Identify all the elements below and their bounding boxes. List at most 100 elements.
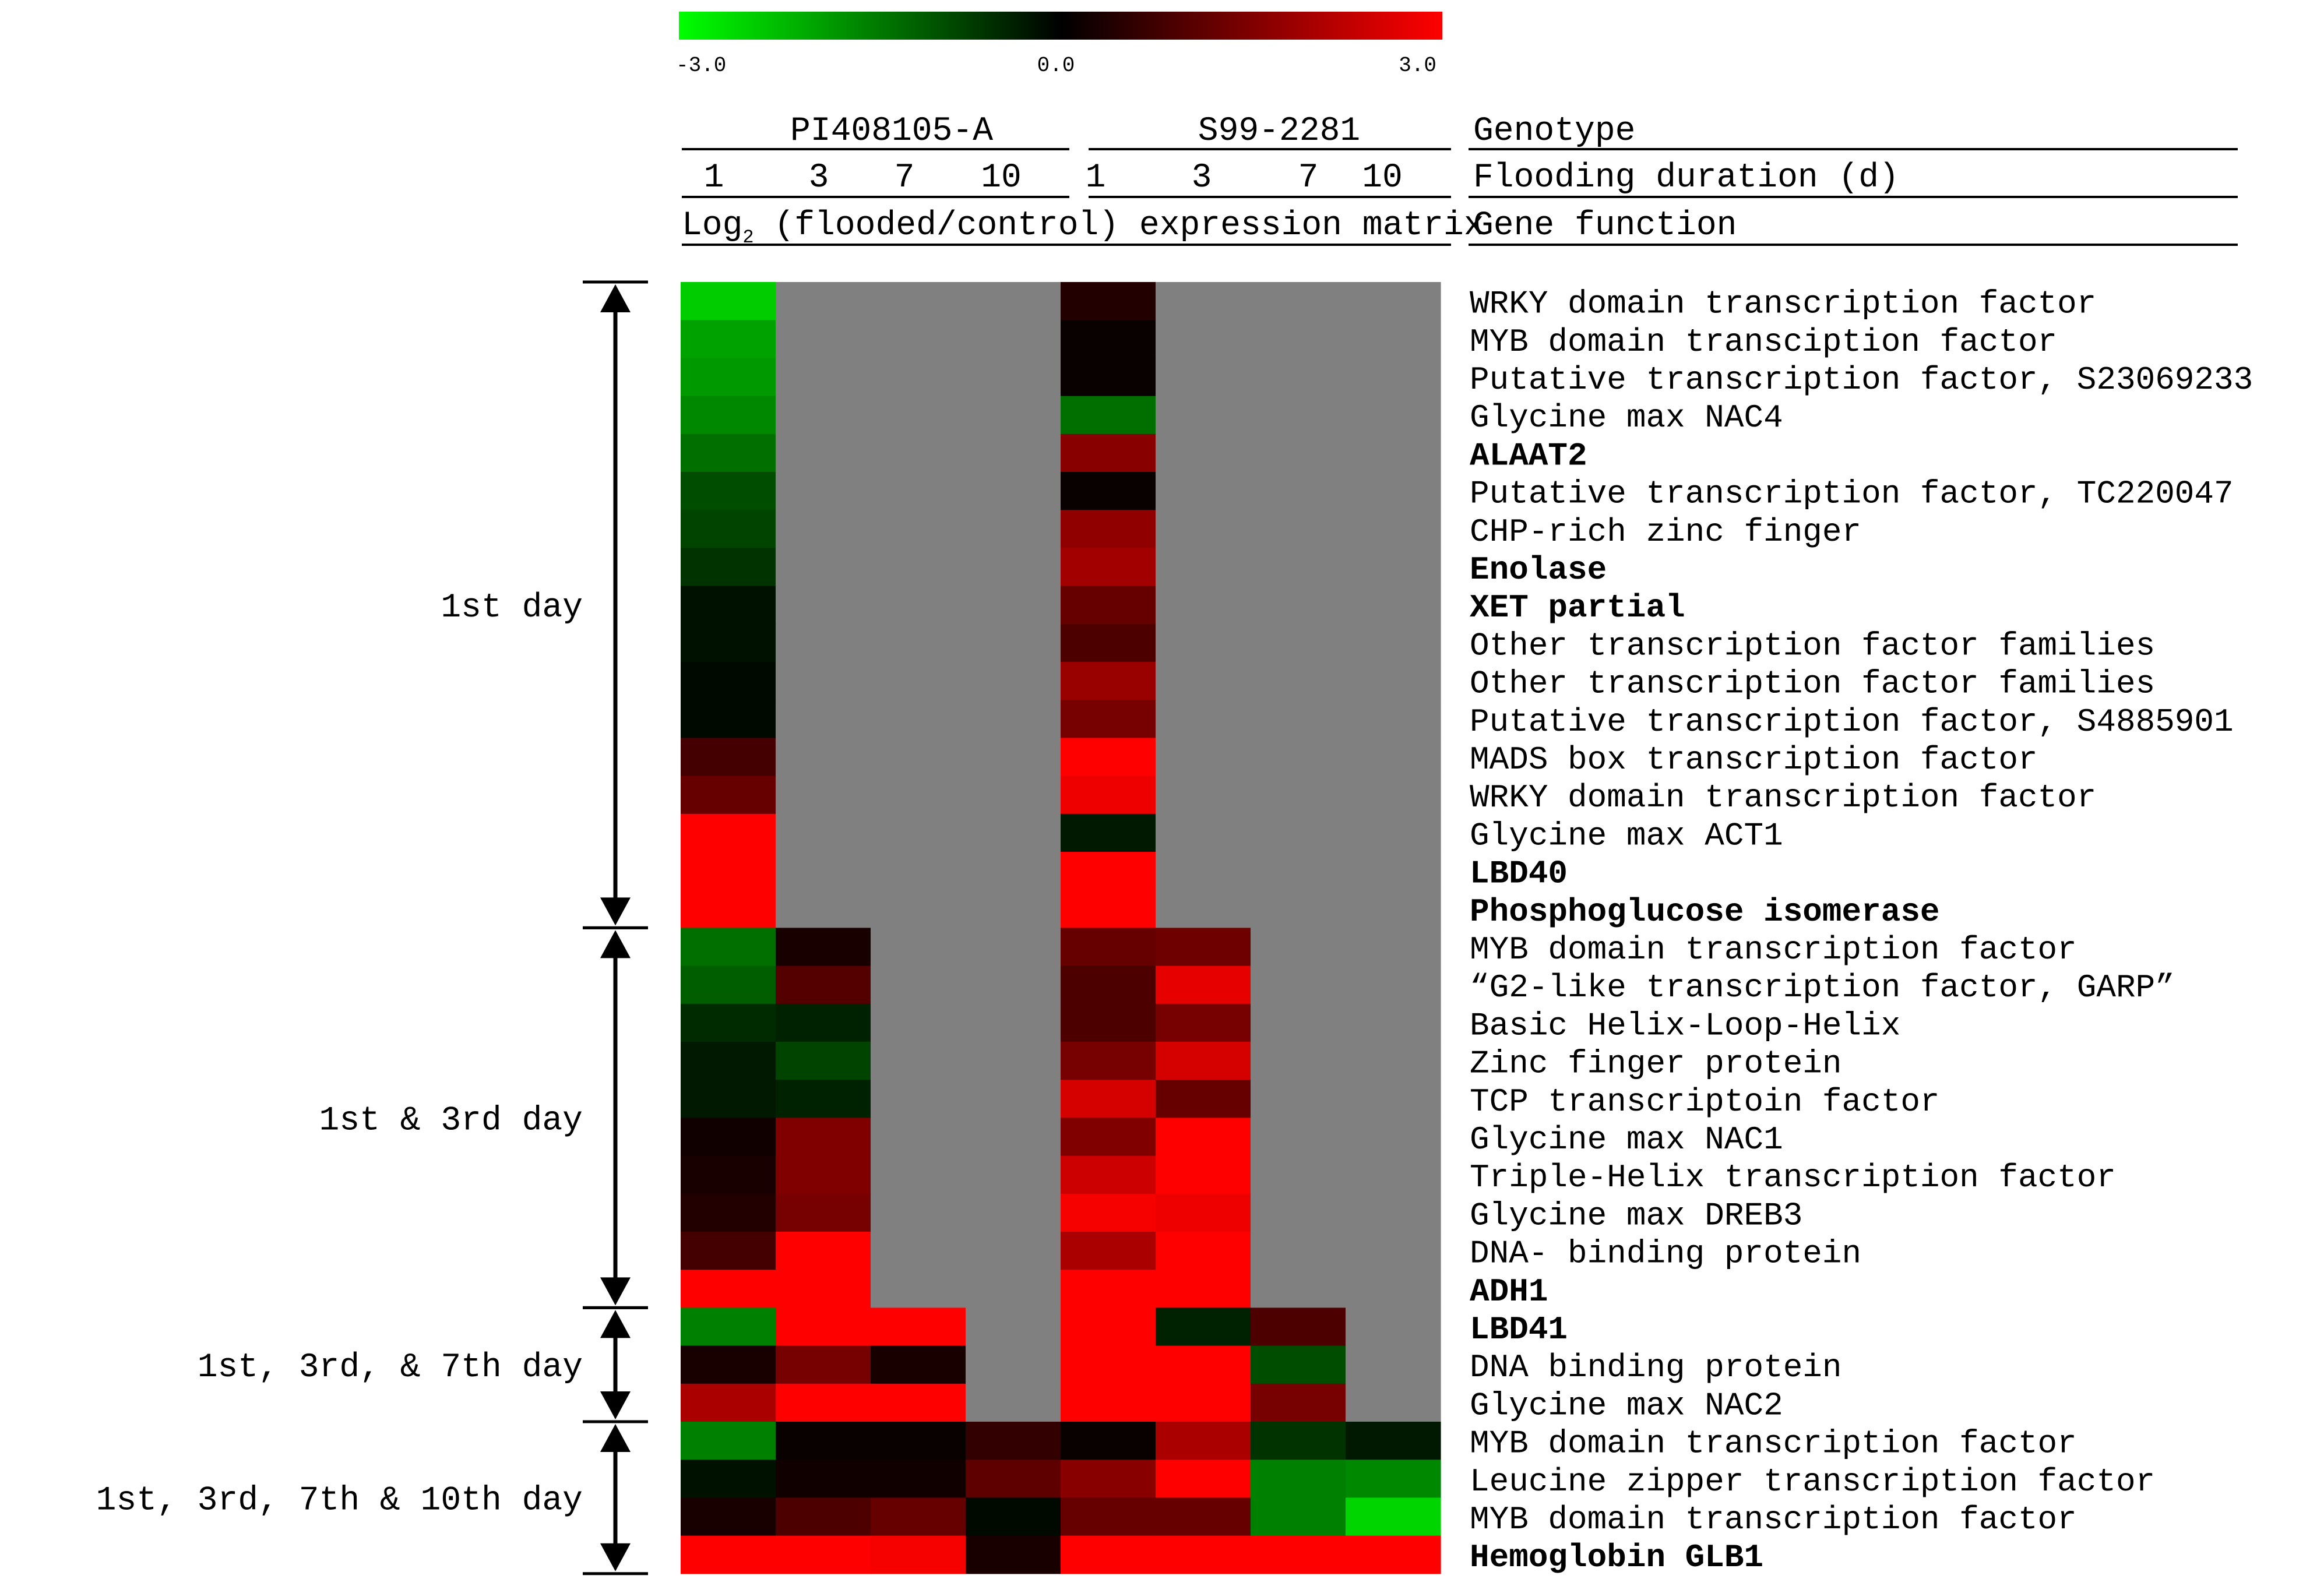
heatmap-cell-missing xyxy=(1156,510,1251,548)
heatmap-cell-missing xyxy=(966,1003,1061,1042)
heatmap-cell-missing xyxy=(1156,548,1251,587)
heatmap-cell xyxy=(681,852,776,890)
heatmap-cell-missing xyxy=(966,776,1061,815)
heatmap-cell xyxy=(776,965,871,1005)
heatmap-cell-missing xyxy=(966,1307,1061,1347)
duration-label: 7 xyxy=(895,159,915,197)
heatmap-cell-missing xyxy=(1251,738,1346,777)
heatmap-cell xyxy=(1251,1497,1346,1536)
heatmap-cell-missing xyxy=(1251,813,1346,852)
heatmap-cell xyxy=(776,1232,871,1270)
heatmap-cell-missing xyxy=(871,738,966,777)
gene-function-label: DNA- binding protein xyxy=(1470,1235,1861,1273)
heatmap-cell-missing xyxy=(776,320,871,358)
heatmap-cell xyxy=(1061,433,1156,473)
heatmap-cell-missing xyxy=(966,890,1061,928)
heatmap-cell xyxy=(1061,282,1156,320)
heatmap-cell xyxy=(776,1003,871,1042)
heatmap-cell-missing xyxy=(1346,433,1441,473)
arrowhead-down-icon xyxy=(600,1391,631,1419)
heatmap-cell-missing xyxy=(1251,1042,1346,1080)
heatmap-cell xyxy=(681,282,776,320)
heatmap-cell xyxy=(681,586,776,625)
heatmap-cell-missing xyxy=(1251,776,1346,815)
heatmap-cell xyxy=(1156,1270,1251,1308)
heatmap-cell xyxy=(776,1345,871,1384)
gene-function-label: Triple-Helix transcription factor xyxy=(1470,1159,2116,1196)
heatmap-cell xyxy=(681,1460,776,1498)
heatmap-cell-missing xyxy=(776,282,871,320)
duration-label: 3 xyxy=(809,159,829,197)
gene-function-label: Putative transcription factor, S4885901 xyxy=(1470,703,2234,741)
heatmap-cell-missing xyxy=(1346,1118,1441,1157)
gene-function-label: CHP-rich zinc finger xyxy=(1470,513,1861,551)
colorbar-min-label: -3.0 xyxy=(676,54,726,77)
heatmap-cell xyxy=(1156,1497,1251,1536)
duration-label: 10 xyxy=(1362,159,1403,197)
heatmap-cell-missing xyxy=(1346,852,1441,890)
heatmap-cell-missing xyxy=(1346,1003,1441,1042)
heatmap-cell-missing xyxy=(1251,623,1346,662)
gene-function-label: LBD40 xyxy=(1470,855,1568,893)
heatmap-cell xyxy=(681,548,776,587)
gene-function-label: XET partial xyxy=(1470,589,1685,626)
period-label: 1st, 3rd, 7th & 10th day xyxy=(96,1482,583,1520)
heatmap-cell-missing xyxy=(871,965,966,1005)
gene-function-label: TCP transcriptoin factor xyxy=(1470,1083,1940,1120)
heatmap-cell-missing xyxy=(776,396,871,435)
heatmap-cell xyxy=(966,1460,1061,1498)
heatmap-cell-missing xyxy=(1346,320,1441,358)
heatmap-cell-missing xyxy=(1251,1080,1346,1118)
heatmap-cell xyxy=(1251,1460,1346,1498)
heatmap-cell xyxy=(871,1497,966,1536)
heatmap-cell xyxy=(681,623,776,662)
heatmap-cell-missing xyxy=(966,1080,1061,1118)
heatmap-cell-missing xyxy=(871,433,966,473)
heatmap-cell-missing xyxy=(871,623,966,662)
heatmap-cell-missing xyxy=(1346,700,1441,738)
heatmap-cell-missing xyxy=(966,1042,1061,1080)
heatmap-cell xyxy=(776,1307,871,1347)
heatmap-cell xyxy=(681,965,776,1005)
heatmap-cell-missing xyxy=(966,852,1061,890)
heatmap-cell-missing xyxy=(1346,623,1441,662)
heatmap-cell-missing xyxy=(871,1193,966,1232)
arrowhead-down-icon xyxy=(600,897,631,926)
heatmap-cell-missing xyxy=(1251,510,1346,548)
heatmap-cell xyxy=(776,1080,871,1118)
heatmap-cell-missing xyxy=(1251,282,1346,320)
heatmap-cell xyxy=(681,1270,776,1308)
function-row-label: Gene function xyxy=(1473,207,1737,245)
heatmap-cell xyxy=(1156,1003,1251,1042)
heatmap-cell-missing xyxy=(1346,928,1441,967)
heatmap-cell xyxy=(966,1535,1061,1574)
heatmap-cell-missing xyxy=(776,358,871,397)
heatmap-cell-missing xyxy=(966,928,1061,967)
heatmap-cell xyxy=(1061,776,1156,815)
heatmap-cell xyxy=(681,1307,776,1347)
heatmap-cell-missing xyxy=(871,813,966,852)
heatmap-cell-missing xyxy=(966,358,1061,397)
heatmap-cell xyxy=(1251,1383,1346,1422)
heatmap-cell xyxy=(681,890,776,928)
heatmap-cell xyxy=(1061,586,1156,625)
heatmap-cell-missing xyxy=(1346,1155,1441,1194)
heatmap-cell xyxy=(681,510,776,548)
heatmap-cell xyxy=(1061,1003,1156,1042)
duration-label: 10 xyxy=(981,159,1022,197)
heatmap-cell xyxy=(1156,1307,1251,1347)
heatmap-cell-missing xyxy=(1346,1307,1441,1347)
heatmap-cell xyxy=(1061,1345,1156,1384)
heatmap-cell-missing xyxy=(966,738,1061,777)
heatmap-cell-missing xyxy=(1251,852,1346,890)
heatmap-cell-missing xyxy=(1156,890,1251,928)
heatmap-cell-missing xyxy=(776,472,871,510)
heatmap-cell xyxy=(1061,1118,1156,1157)
heatmap-cell xyxy=(1156,1232,1251,1270)
heatmap-cell xyxy=(681,1155,776,1194)
heatmap-cell-missing xyxy=(871,852,966,890)
heatmap-cell xyxy=(681,776,776,815)
heatmap-cell-missing xyxy=(1156,282,1251,320)
heatmap-cell xyxy=(1251,1422,1346,1460)
